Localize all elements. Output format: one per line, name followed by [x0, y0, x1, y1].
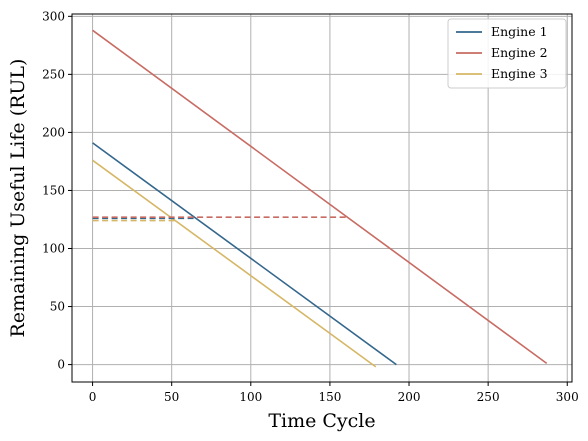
legend-label-engine-3: Engine 3: [491, 66, 548, 81]
x-tick-label: 100: [239, 390, 262, 404]
legend-box: [447, 18, 567, 89]
x-tick-label: 0: [89, 390, 97, 404]
series-line-engine-3: [92, 159, 377, 368]
y-tick-label: 200: [42, 125, 65, 139]
plot-frame: [71, 13, 573, 383]
y-tick-label: 300: [42, 9, 65, 23]
y-tick-label: 250: [42, 67, 65, 81]
x-tick-label: 250: [477, 390, 500, 404]
series-lines: [92, 29, 548, 368]
x-tick-label: 300: [556, 390, 579, 404]
series-line-engine-1: [92, 142, 397, 366]
axis-ticks: 0 50 100 150 200 250 300 0 50 100 150 200 250 300: [42, 9, 579, 404]
y-axis-title: Remaining Useful Life (RUL): [7, 59, 29, 338]
x-tick-label: 150: [318, 390, 341, 404]
y-tick-label: 0: [57, 358, 65, 372]
legend: Engine 1 Engine 2 Engine 3: [447, 18, 567, 89]
legend-label-engine-1: Engine 1: [491, 24, 548, 39]
x-tick-label: 50: [164, 390, 179, 404]
y-tick-label: 150: [42, 183, 65, 197]
series-line-engine-2: [92, 29, 548, 365]
x-tick-label: 200: [398, 390, 421, 404]
legend-label-engine-2: Engine 2: [491, 45, 548, 60]
x-axis-title: Time Cycle: [268, 410, 375, 432]
y-tick-label: 50: [50, 300, 65, 314]
y-tick-label: 100: [42, 241, 65, 255]
